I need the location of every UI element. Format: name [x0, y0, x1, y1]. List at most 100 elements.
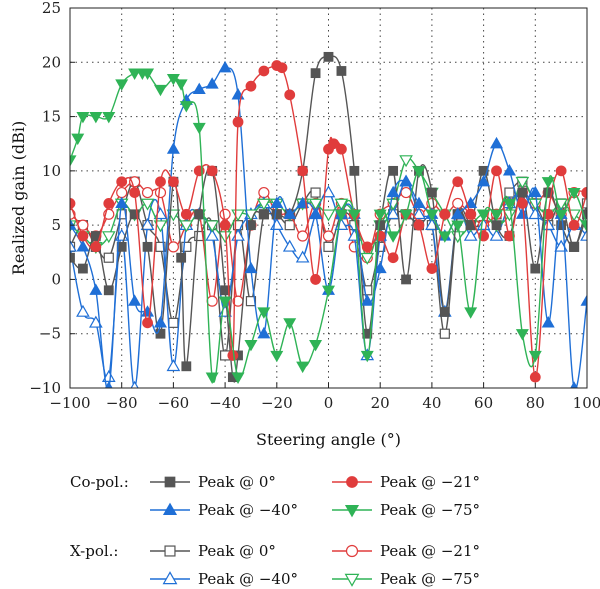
data-point [567, 187, 581, 200]
data-point [219, 219, 231, 231]
data-point [90, 241, 102, 253]
data-point [580, 220, 587, 232]
data-point [568, 219, 580, 231]
data-point [129, 187, 141, 198]
data-point [284, 89, 296, 101]
series-layer [70, 51, 587, 388]
legend-label: Peak @ 0° [198, 542, 276, 560]
data-point [89, 315, 103, 328]
data-point [168, 317, 179, 328]
legend-label: Peak @ −21° [380, 473, 480, 491]
data-point [205, 77, 219, 89]
data-point [489, 228, 504, 241]
y-axis-title: Realized gain (dBi) [9, 121, 28, 275]
data-point [258, 65, 270, 77]
data-point [103, 198, 115, 209]
data-point [167, 241, 179, 253]
data-point [78, 263, 88, 274]
x-tick-label: 0 [324, 394, 334, 412]
data-point [176, 252, 187, 263]
data-point [361, 241, 373, 253]
data-point [491, 220, 502, 231]
legend-item: Peak @ −40° [150, 570, 298, 588]
data-point [89, 283, 103, 295]
data-point [142, 241, 153, 252]
y-tick-label: 10 [42, 162, 61, 180]
data-point [130, 380, 139, 388]
data-point [153, 84, 167, 97]
y-tick-label: 20 [42, 53, 61, 71]
grid-lines [70, 8, 587, 388]
x-tick-label: −80 [106, 394, 138, 412]
data-point [426, 187, 437, 198]
data-point [529, 371, 541, 383]
data-point [103, 285, 114, 296]
data-point [116, 241, 127, 252]
data-point [76, 240, 90, 252]
data-point [219, 208, 231, 220]
y-tick-label: −5 [39, 325, 61, 343]
data-point [181, 361, 192, 372]
data-point [104, 381, 113, 388]
data-point [76, 111, 90, 124]
data-point [515, 207, 529, 219]
legend-marker [344, 573, 360, 587]
data-point [581, 187, 587, 198]
data-point [555, 165, 567, 177]
data-point [360, 294, 374, 306]
data-point [554, 209, 568, 222]
data-point [360, 350, 374, 363]
data-point [179, 101, 193, 113]
y-tick-label: 5 [51, 216, 61, 234]
data-point [218, 296, 232, 308]
y-tick-label: 0 [51, 270, 61, 288]
data-point [244, 261, 258, 274]
series-1 [70, 60, 587, 383]
data-point [257, 307, 271, 319]
data-point [321, 185, 336, 198]
data-point [570, 381, 578, 388]
data-point [528, 198, 543, 211]
data-point [581, 198, 587, 209]
data-point [451, 220, 465, 232]
data-point [297, 165, 309, 177]
y-tick-label: 15 [42, 108, 61, 126]
data-point [70, 155, 77, 167]
data-point [141, 186, 154, 199]
data-point [167, 176, 179, 188]
x-axis-title: Steering angle (°) [256, 430, 401, 449]
data-point [231, 209, 245, 222]
legend-item: Peak @ 0° [150, 542, 276, 560]
data-point [360, 252, 375, 265]
data-point [205, 372, 219, 384]
legend-label: Peak @ −40° [198, 570, 298, 588]
legend-marker [345, 544, 359, 558]
data-point [220, 285, 231, 296]
data-point [153, 220, 168, 233]
data-point [386, 207, 400, 220]
data-point [400, 186, 412, 199]
legend-label: Peak @ 0° [198, 473, 276, 491]
data-point [386, 231, 400, 243]
data-point [89, 111, 103, 124]
x-tick-label: 100 [573, 394, 600, 412]
data-point [192, 82, 206, 95]
data-point [334, 209, 348, 222]
data-point [541, 177, 555, 189]
data-point [375, 220, 386, 231]
data-point [71, 133, 85, 146]
legend-marker [164, 545, 176, 557]
data-point [101, 231, 116, 244]
data-point [528, 350, 542, 363]
data-point [284, 220, 295, 231]
data-point [541, 217, 556, 230]
data-point [412, 166, 426, 178]
data-point [166, 142, 180, 154]
data-point [310, 187, 321, 198]
data-point [464, 307, 478, 319]
data-point [388, 165, 399, 176]
data-point [297, 230, 309, 242]
data-point [155, 241, 166, 252]
legend-item: Peak @ −21° [332, 473, 480, 491]
